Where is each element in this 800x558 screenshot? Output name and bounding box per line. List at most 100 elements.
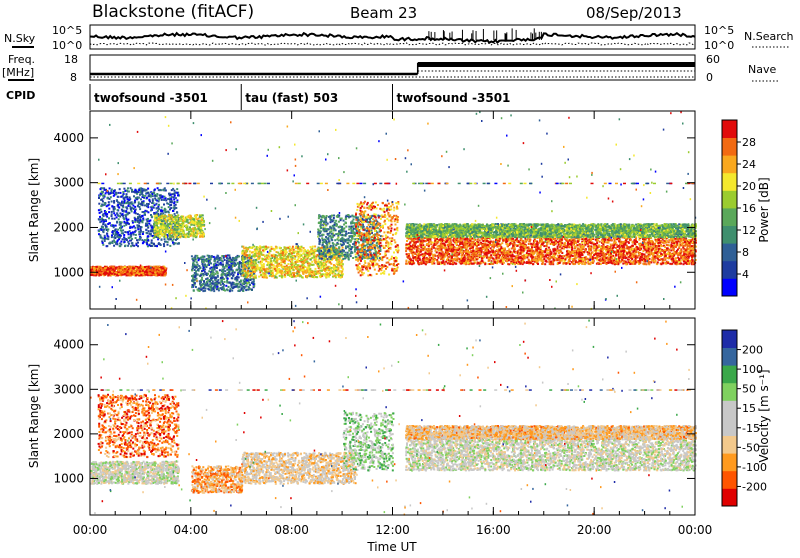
echo-point <box>162 195 164 197</box>
echo-point <box>334 268 336 270</box>
echo-point <box>380 239 382 241</box>
echo-point <box>151 230 153 232</box>
echo-point <box>98 230 100 232</box>
echo-point <box>229 257 231 259</box>
echo-point <box>107 223 109 225</box>
echo-point <box>257 247 259 249</box>
echo-point <box>140 231 142 233</box>
echo-point <box>336 238 338 240</box>
echo-point <box>333 275 335 277</box>
echo-point <box>118 273 120 275</box>
echo-point <box>144 239 146 241</box>
echo-point <box>223 288 225 290</box>
echo-point <box>340 276 342 278</box>
echo-point <box>212 283 214 285</box>
freq-trace-high <box>418 62 695 67</box>
echo-point <box>398 203 400 205</box>
echo-point <box>327 258 329 260</box>
echo-point <box>137 213 139 215</box>
echo-point <box>154 219 156 221</box>
echo-point <box>214 260 216 262</box>
echo-point <box>147 274 149 276</box>
echo-point <box>235 257 237 259</box>
echo-point <box>169 199 171 201</box>
echo-point <box>327 267 329 269</box>
echo-point <box>196 266 198 268</box>
echo-point <box>197 290 199 292</box>
echo-point <box>188 231 190 233</box>
echo-point <box>126 207 128 209</box>
echo-point <box>274 256 276 258</box>
echo-point <box>291 260 293 262</box>
noise-left-top-tick: 10^5 <box>52 24 82 37</box>
echo-point <box>345 222 347 224</box>
echo-point <box>173 190 175 192</box>
echo-point <box>140 198 142 200</box>
echo-point <box>177 229 179 231</box>
echo-point <box>102 219 104 221</box>
echo-point <box>164 196 166 198</box>
echo-point <box>113 206 115 208</box>
echo-point <box>112 266 114 268</box>
echo-point <box>334 239 336 241</box>
echo-point <box>179 226 181 228</box>
echo-point <box>380 245 382 247</box>
echo-point <box>299 254 301 256</box>
echo-point <box>142 233 144 235</box>
echo-point <box>278 258 280 260</box>
echo-point <box>136 239 138 241</box>
echo-point <box>114 273 116 275</box>
echo-point <box>163 271 165 273</box>
echo-point <box>209 261 211 263</box>
echo-point <box>306 252 308 254</box>
echo-point <box>313 255 315 257</box>
echo-point <box>165 199 167 201</box>
echo-point <box>271 255 273 257</box>
echo-point <box>336 261 338 263</box>
echo-point <box>281 273 283 275</box>
echo-point <box>244 275 246 277</box>
echo-point <box>142 204 144 206</box>
echo-point <box>165 221 167 223</box>
echo-point <box>355 228 357 230</box>
echo-point <box>318 255 320 257</box>
echo-point <box>214 287 216 289</box>
echo-point <box>174 222 176 224</box>
echo-point <box>235 283 237 285</box>
echo-point <box>213 266 215 268</box>
echo-point <box>176 188 178 190</box>
echo-point <box>244 270 246 272</box>
echo-point <box>279 271 281 273</box>
echo-point <box>142 267 144 269</box>
echo-point <box>191 232 193 234</box>
echo-point <box>320 274 322 276</box>
echo-point <box>342 247 344 249</box>
echo-point <box>173 207 175 209</box>
echo-point <box>194 256 196 258</box>
echo-point <box>254 264 256 266</box>
echo-point <box>183 224 185 226</box>
echo-point <box>311 261 313 263</box>
echo-point <box>107 272 109 274</box>
echo-point <box>158 208 160 210</box>
echo-point <box>318 222 320 224</box>
echo-point <box>244 264 246 266</box>
echo-point <box>182 226 184 228</box>
echo-point <box>314 259 316 261</box>
echo-point <box>179 236 181 238</box>
echo-point <box>107 235 109 237</box>
echo-point <box>111 201 113 203</box>
echo-point <box>270 260 272 262</box>
echo-point <box>150 209 152 211</box>
echo-point <box>276 262 278 264</box>
echo-point <box>132 220 134 222</box>
cpid-segment-label: twofsound -3501 <box>94 91 208 105</box>
echo-point <box>178 243 180 245</box>
echo-point <box>347 242 349 244</box>
echo-point <box>111 236 113 238</box>
echo-point <box>196 231 198 233</box>
echo-point <box>165 231 167 233</box>
echo-point <box>229 272 231 274</box>
echo-point <box>267 255 269 257</box>
echo-point <box>181 223 183 225</box>
